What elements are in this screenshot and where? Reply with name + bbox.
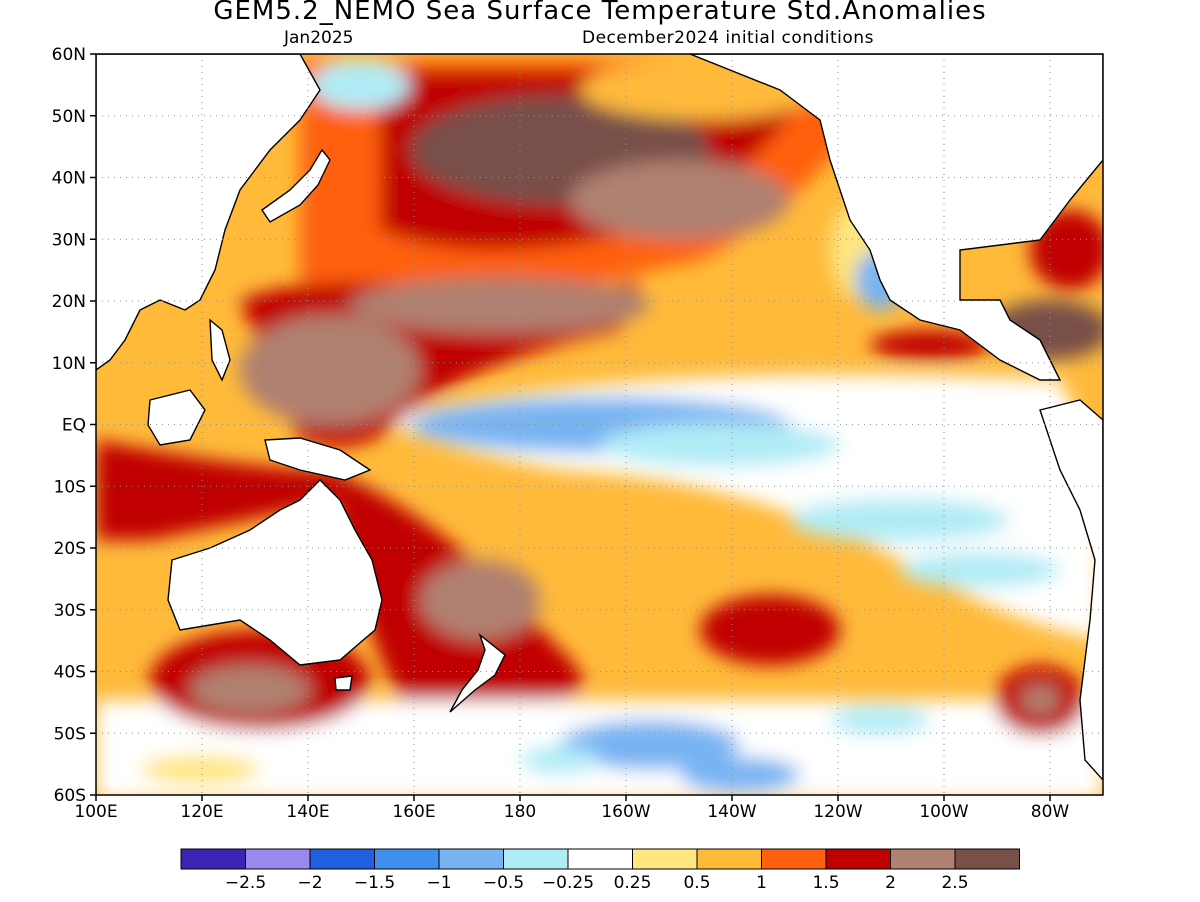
colorbar-tick-label: −2.5: [225, 873, 266, 893]
colorbar-tick-label: −2: [297, 873, 322, 893]
lon-label: 180: [504, 802, 536, 822]
japan: [261, 148, 331, 223]
borneo: [147, 389, 206, 446]
colorbar-swatch: [438, 848, 504, 870]
colorbar-tick-label: 2.5: [941, 873, 968, 893]
lat-label: 30S: [54, 601, 86, 621]
lon-label: 80W: [1031, 802, 1070, 822]
tasmania: [334, 675, 353, 691]
colorbar-tick-label: −1.5: [354, 873, 395, 893]
lon-label: 100W: [919, 802, 968, 822]
lon-label: 160W: [601, 802, 650, 822]
lat-label: 30N: [52, 230, 86, 250]
lat-label: 60N: [52, 45, 86, 65]
lat-label: 50N: [52, 107, 86, 127]
lat-label: 20S: [54, 539, 86, 559]
lat-label: 60S: [54, 786, 86, 806]
colorbar-swatch: [632, 848, 698, 870]
colorbar-swatch: [890, 848, 956, 870]
initial-conditions-label: December2024 initial conditions: [582, 28, 874, 48]
south-america: [1039, 399, 1103, 782]
asia-landmass: [96, 54, 321, 371]
lon-label: 160E: [392, 802, 435, 822]
land-masses: [96, 54, 1103, 782]
lat-label: 40N: [52, 169, 86, 189]
colorbar-tick-label: 0.5: [683, 873, 710, 893]
lon-label: 100E: [74, 802, 117, 822]
lat-label: 40S: [54, 663, 86, 683]
colorbar-tick-label: −0.25: [542, 873, 594, 893]
colorbar-tick-label: 1: [756, 873, 767, 893]
new-zealand: [449, 632, 506, 713]
australia: [167, 479, 383, 666]
lat-label: EQ: [62, 416, 86, 436]
colorbar-swatch: [374, 848, 440, 870]
north-america: [689, 54, 1103, 381]
lon-label: 140W: [707, 802, 756, 822]
lat-label: 10N: [52, 354, 86, 374]
colorbar-swatch: [309, 848, 375, 870]
colorbar-swatch: [503, 848, 569, 870]
colorbar-swatch: [696, 848, 762, 870]
colorbar-tick-label: −0.5: [483, 873, 524, 893]
colorbar-swatch: [567, 848, 633, 870]
colorbar-tick-label: −1: [426, 873, 451, 893]
lat-label: 50S: [54, 724, 86, 744]
colorbar-swatch: [180, 848, 246, 870]
lon-label: 120W: [813, 802, 862, 822]
colorbar-swatch: [761, 848, 827, 870]
forecast-month: Jan2025: [284, 28, 354, 48]
colorbar-swatch: [954, 848, 1020, 870]
anomaly-field: [96, 60, 1103, 795]
colorbar-tick-label: 2: [885, 873, 896, 893]
colorbar-swatch: [245, 848, 311, 870]
colorbar: −2.5 −2 −1.5 −1 −0.5 −0.25 0.25 0.5 1 1.5 2 2.5: [180, 848, 1030, 902]
new-guinea: [264, 437, 372, 481]
philippines: [209, 318, 231, 382]
colorbar-tick-label: 0.25: [614, 873, 652, 893]
lon-label: 120E: [180, 802, 223, 822]
lat-label: 10S: [54, 477, 86, 497]
lon-label: 140E: [286, 802, 329, 822]
axis-ticks: [90, 53, 1051, 801]
colorbar-tick-label: 1.5: [812, 873, 839, 893]
lat-label: 20N: [52, 292, 86, 312]
chart-title: GEM5.2_NEMO Sea Surface Temperature Std.…: [213, 0, 987, 26]
colorbar-swatch: [825, 848, 891, 870]
